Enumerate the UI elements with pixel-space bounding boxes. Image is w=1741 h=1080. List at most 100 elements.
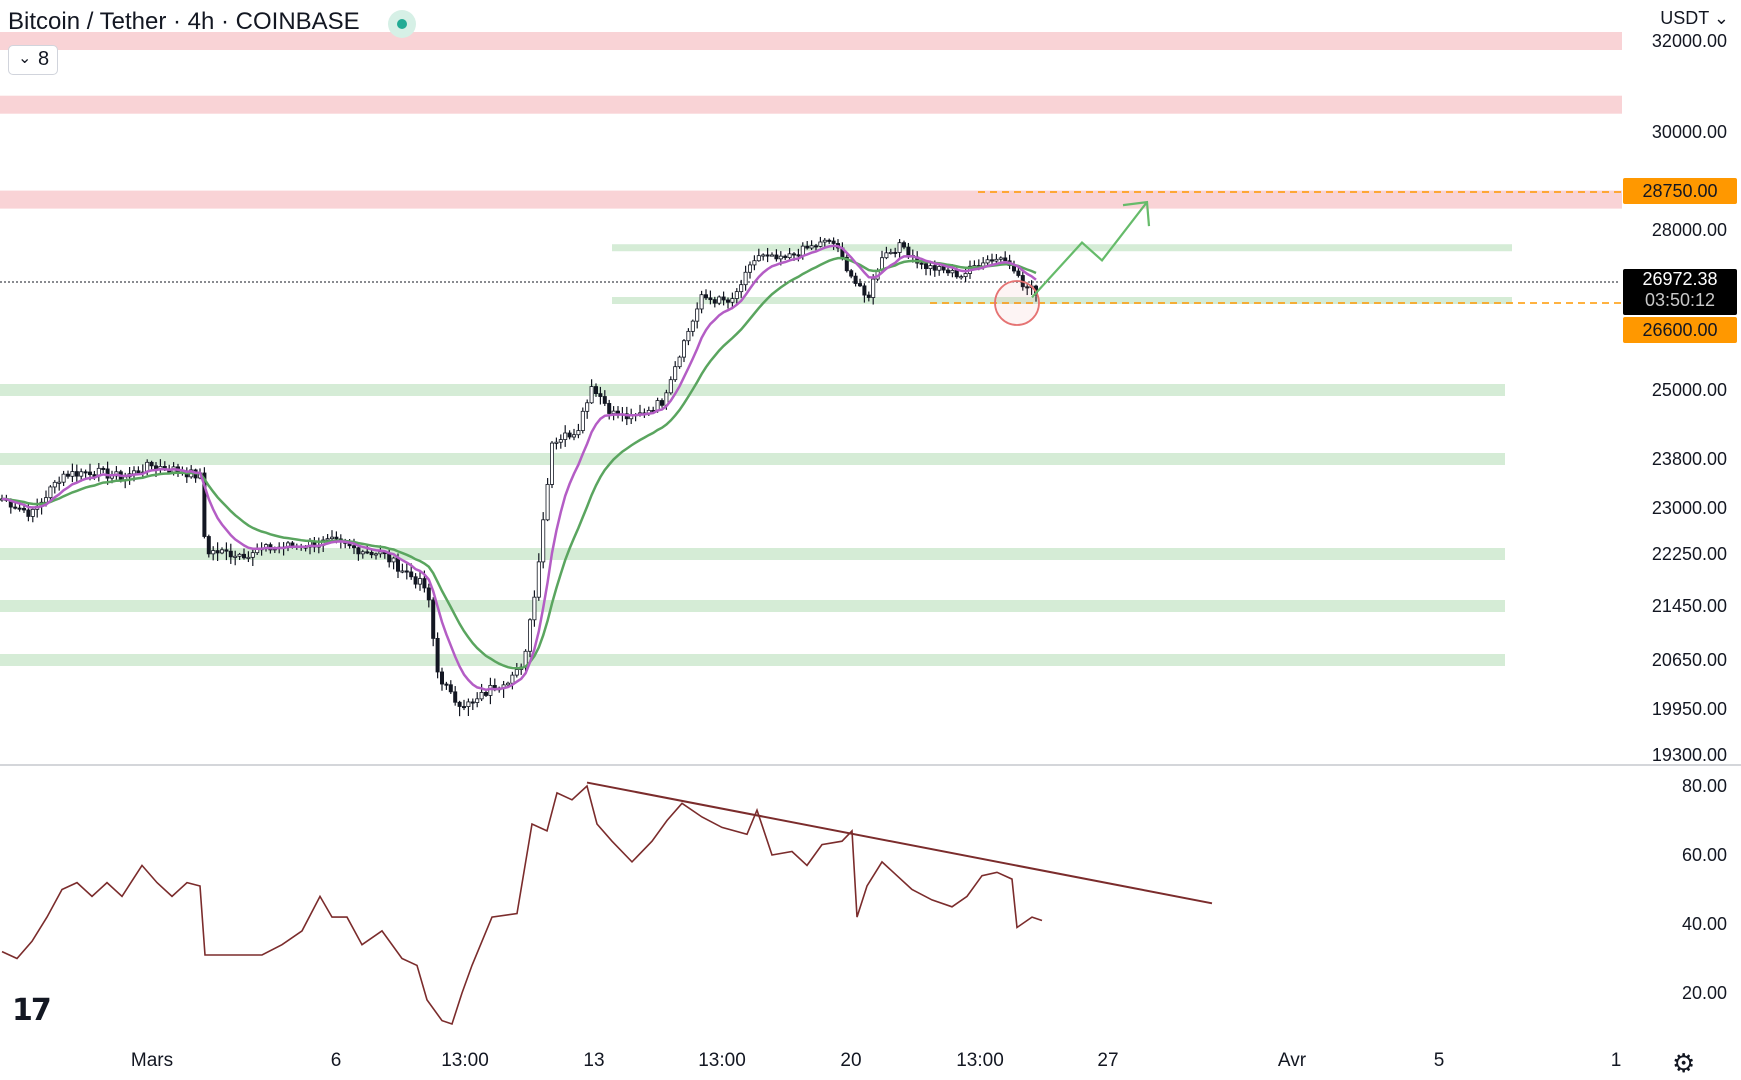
candle-down (990, 259, 995, 262)
candle-down (426, 587, 431, 601)
candle-up (699, 294, 704, 310)
candle-down (726, 299, 731, 303)
support-zone (0, 600, 1505, 612)
candle-down (862, 285, 867, 296)
candle-down (805, 245, 810, 249)
candle-down (946, 269, 951, 274)
candle-up (325, 538, 330, 541)
candle-up (950, 270, 955, 274)
price-tick: 30000.00 (1651, 122, 1727, 142)
candle-up (563, 432, 568, 440)
price-tick: 23800.00 (1651, 449, 1727, 469)
candle-up (329, 536, 334, 540)
candle-down (461, 706, 466, 709)
time-label: 27 (1097, 1050, 1119, 1071)
last-price-value: 26972.38 (1642, 269, 1718, 289)
candle-up (928, 265, 933, 269)
candle-up (52, 481, 57, 488)
candle-up (532, 596, 537, 621)
tradingview-logo-icon[interactable]: 17 (12, 993, 52, 1028)
price-tick: 28000.00 (1651, 220, 1727, 240)
candle-up (673, 366, 678, 381)
candle-down (483, 692, 488, 696)
annotations-layer (994, 200, 1151, 326)
time-label: 20 (840, 1050, 862, 1071)
candle-down (136, 470, 141, 474)
price-tick: 23000.00 (1651, 498, 1727, 518)
live-status-icon (388, 10, 416, 38)
candle-down (866, 294, 871, 298)
candle-up (400, 570, 405, 573)
candle-up (730, 298, 735, 303)
rsi-tick: 60.00 (1681, 845, 1727, 865)
candle-down (334, 536, 339, 540)
candle-up (994, 258, 999, 262)
candle-up (211, 550, 216, 555)
candle-up (475, 698, 480, 703)
candle-down (21, 507, 26, 511)
bar-countdown: 03:50:12 (1644, 290, 1716, 310)
zones-layer (0, 32, 1622, 666)
candle-up (48, 486, 53, 499)
candle-up (787, 253, 792, 259)
candle-up (822, 239, 827, 243)
candle-up (373, 553, 378, 556)
candles-layer[interactable] (0, 236, 1039, 717)
candle-down (1016, 270, 1021, 276)
candle-down (594, 386, 599, 394)
candle-down (404, 570, 409, 573)
candle-up (897, 242, 902, 253)
candle-up (756, 255, 761, 262)
support-zone (0, 453, 1505, 465)
candle-up (611, 410, 616, 414)
candle-up (800, 245, 805, 256)
candle-up (998, 257, 1003, 260)
candle-down (228, 550, 233, 558)
price-tick: 22250.00 (1651, 544, 1727, 564)
candle-up (576, 430, 581, 436)
candle-down (1003, 257, 1008, 262)
candle-up (572, 434, 577, 438)
candle-down (1025, 286, 1030, 289)
candle-down (431, 599, 436, 639)
candle-down (792, 253, 797, 256)
candle-down (902, 242, 907, 248)
indicator-toggle-button[interactable]: ⌄ 8 (8, 45, 58, 75)
candle-up (505, 682, 510, 686)
candle-up (528, 619, 533, 652)
time-label: 13 (583, 1050, 605, 1071)
candle-down (101, 467, 106, 470)
candle-up (466, 701, 471, 707)
candle-down (444, 683, 449, 686)
time-label: 6 (330, 1050, 342, 1071)
currency-selector[interactable]: USDT ⌄ (1660, 8, 1729, 28)
candle-up (70, 471, 75, 477)
candle-down (448, 684, 453, 693)
support-zone (0, 654, 1505, 666)
candle-down (783, 255, 788, 259)
candle-up (488, 685, 493, 696)
candle-up (514, 669, 519, 676)
candle-down (439, 671, 444, 685)
candle-up (30, 508, 35, 517)
chart-title: Bitcoin / Tether · 4h · COINBASE (8, 8, 360, 35)
candle-down (457, 701, 462, 707)
rsi-tick: 80.00 (1681, 776, 1727, 796)
candle-down (409, 571, 414, 578)
candle-down (721, 296, 726, 301)
candle-up (734, 291, 739, 299)
candle-down (849, 270, 854, 277)
candle-up (233, 555, 238, 558)
candle-up (695, 308, 700, 322)
candle-down (660, 400, 665, 406)
chevron-down-icon: ⌄ (18, 50, 32, 67)
gear-icon[interactable]: ⚙ (1672, 1048, 1696, 1078)
candle-down (369, 551, 374, 556)
candle-up (963, 273, 968, 277)
candle-down (105, 468, 110, 479)
candle-down (206, 536, 211, 555)
candle-up (668, 379, 673, 394)
candle-up (748, 264, 753, 273)
candle-down (153, 465, 158, 469)
